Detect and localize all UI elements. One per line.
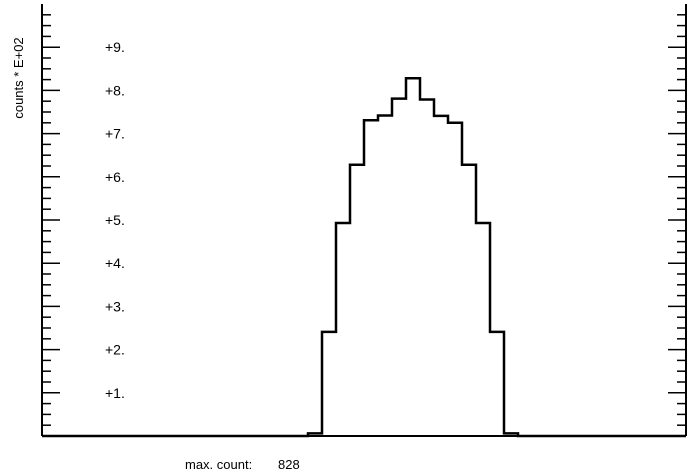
y-tick-label: +9. [105,39,125,55]
y-tick-label: +7. [105,126,125,142]
y-tick-label: +3. [105,298,125,314]
y-tick-label: +6. [105,169,125,185]
histogram-series [42,77,686,438]
max-count-value: 828 [278,457,300,472]
y-tick-label: +2. [105,342,125,358]
y-tick-label: +1. [105,385,125,401]
plot-frame [41,4,687,437]
y-tick-label: +5. [105,212,125,228]
y-axis-tick-labels: +1. +2. +3. +4. +5. +6. +7. +8. +9. [105,39,125,401]
y-axis-ticks [42,14,686,426]
max-count-label: max. count: [185,457,252,472]
y-axis-title: counts * E+02 [11,37,26,118]
y-tick-label: +8. [105,82,125,98]
y-tick-label: +4. [105,255,125,271]
